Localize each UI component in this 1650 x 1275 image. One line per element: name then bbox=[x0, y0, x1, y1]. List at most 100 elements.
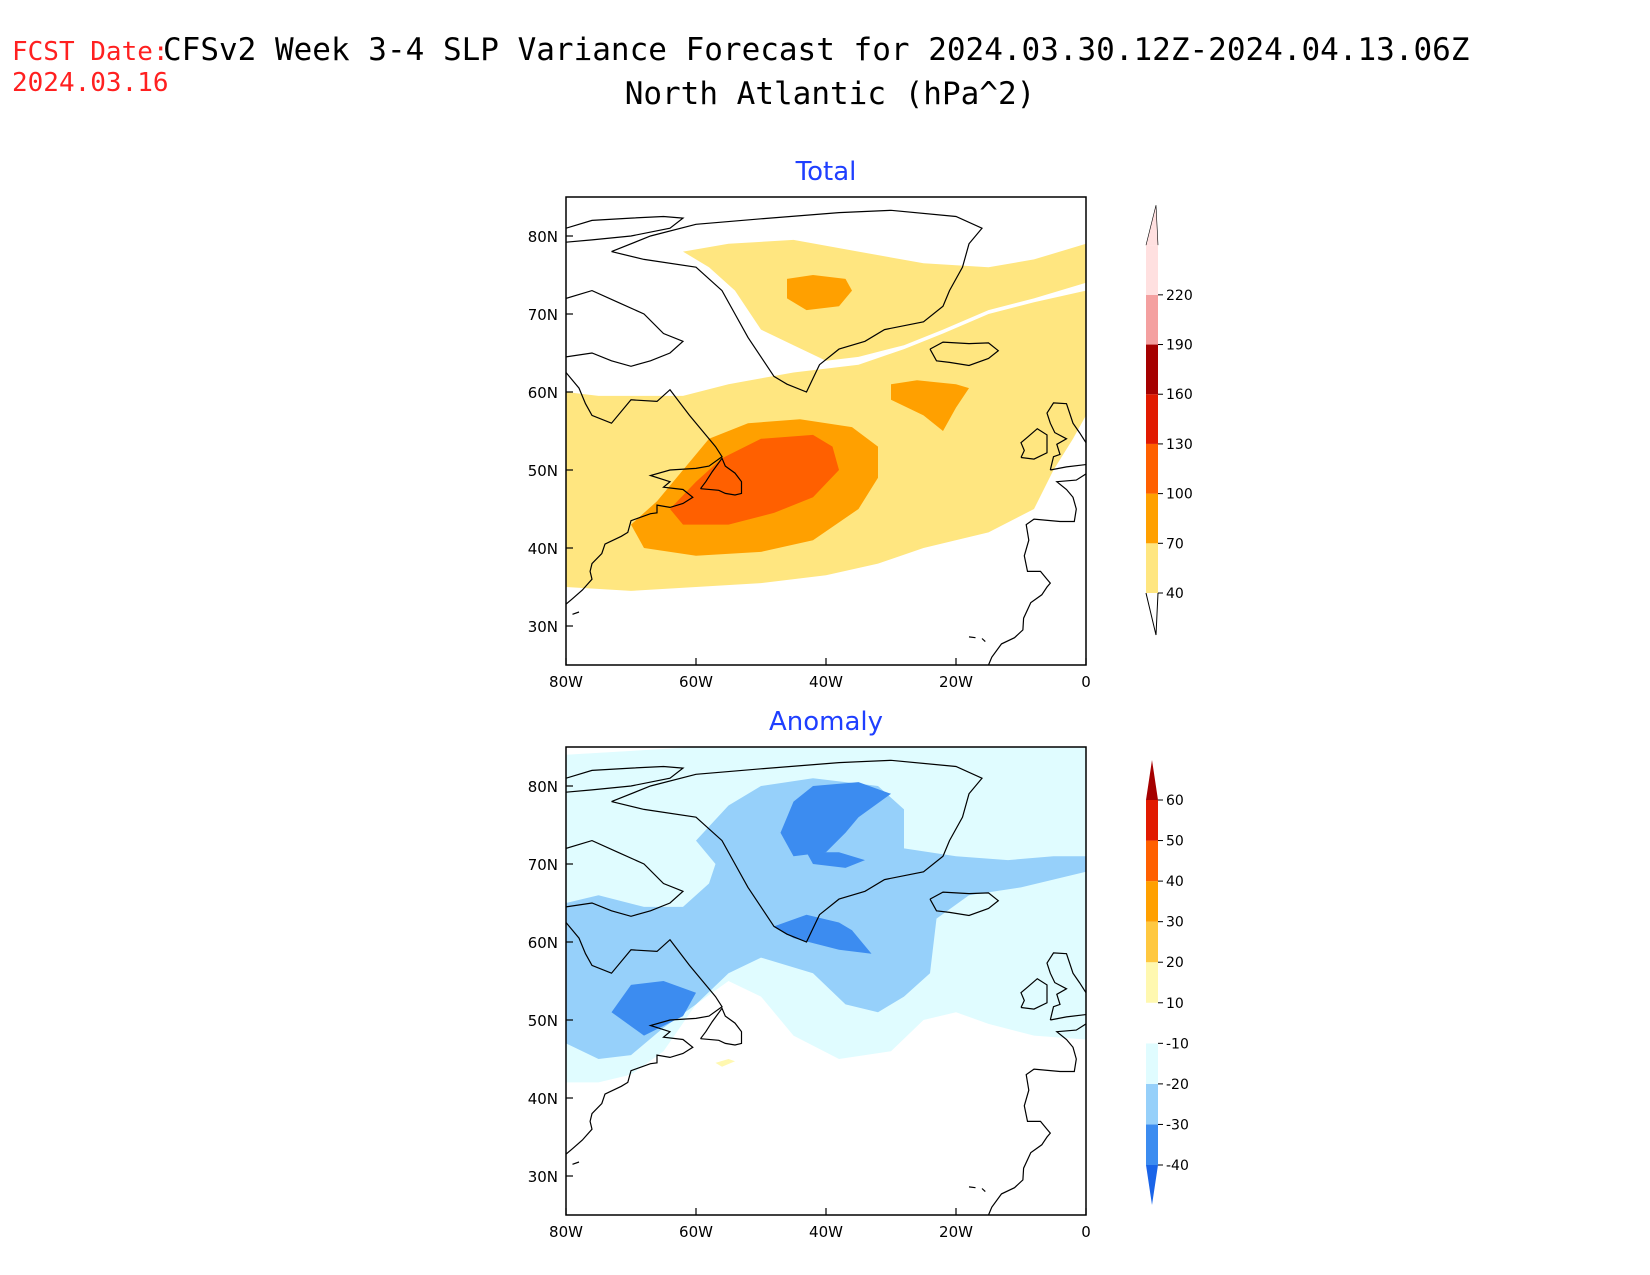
total-contour-3 bbox=[787, 275, 852, 311]
anomaly-coastline-7 bbox=[1046, 952, 1086, 1021]
total-coastline-3 bbox=[566, 372, 723, 605]
forecast-date-value: 2024.03.16 bbox=[12, 68, 169, 98]
total-coastline-0 bbox=[611, 209, 983, 393]
total-lon-tick-label: 0 bbox=[1081, 673, 1091, 691]
total-coastline-10 bbox=[981, 638, 986, 643]
total-lon-tick-label: 40W bbox=[809, 673, 843, 691]
total-colorbar-label: 70 bbox=[1166, 536, 1184, 552]
total-colorbar-box bbox=[1146, 245, 1158, 295]
anomaly-contour-3 bbox=[780, 782, 891, 857]
total-colorbar: 40 70 100 130 160 190 220 bbox=[1145, 205, 1193, 636]
anomaly-lat-tick-label: 70N bbox=[528, 856, 558, 874]
anomaly-coastline-3 bbox=[566, 922, 723, 1155]
anomaly-contour-4 bbox=[806, 852, 865, 868]
total-colorbar-label: 40 bbox=[1166, 586, 1184, 602]
anomaly-colorbar-box bbox=[1146, 921, 1158, 963]
total-map bbox=[566, 197, 1086, 665]
total-contour-4 bbox=[891, 380, 969, 431]
anomaly-colorbar-label: -20 bbox=[1166, 1077, 1189, 1093]
total-colorbar-box bbox=[1146, 394, 1158, 444]
anomaly-colorbar-label: -40 bbox=[1166, 1158, 1189, 1174]
total-coastline-2 bbox=[566, 289, 685, 367]
anomaly-colorbar-label: -10 bbox=[1166, 1036, 1189, 1052]
anomaly-coastline-1 bbox=[566, 765, 685, 793]
total-lat-tick-label: 50N bbox=[528, 462, 558, 480]
anomaly-colorbar-label: 10 bbox=[1166, 996, 1184, 1012]
total-coastline-9 bbox=[968, 636, 976, 639]
anomaly-colorbar-box bbox=[1146, 1124, 1158, 1165]
total-coastline-8 bbox=[987, 473, 1086, 665]
figure-title: CFSv2 Week 3-4 SLP Variance Forecast for… bbox=[163, 32, 1469, 68]
anomaly-lon-tick-label: 0 bbox=[1081, 1223, 1091, 1241]
figure-subtitle: North Atlantic (hPa^2) bbox=[625, 76, 1036, 112]
total-panel-title: Total bbox=[795, 157, 857, 187]
total-lat-tick-label: 70N bbox=[528, 306, 558, 324]
total-coastline-6 bbox=[1020, 427, 1048, 460]
total-lon-tick-label: 80W bbox=[549, 673, 583, 691]
anomaly-colorbar: -40 -30 -20 -10 10 20 30 40 50 60 bbox=[1146, 760, 1189, 1205]
anomaly-colorbar-box bbox=[1146, 840, 1158, 882]
anomaly-lat-tick-label: 40N bbox=[528, 1090, 558, 1108]
anomaly-coastline-5 bbox=[929, 891, 1000, 917]
total-lat-tick-label: 40N bbox=[528, 540, 558, 558]
anomaly-colorbar-box bbox=[1146, 1043, 1158, 1084]
anomaly-coastline-11 bbox=[572, 1161, 580, 1165]
total-coastline-4 bbox=[700, 457, 743, 496]
total-colorbar-box bbox=[1146, 294, 1158, 345]
total-colorbar-label: 160 bbox=[1166, 387, 1193, 403]
total-colorbar-box bbox=[1146, 543, 1158, 593]
total-colorbar-lower-arrow bbox=[1145, 592, 1159, 636]
total-colorbar-label: 190 bbox=[1166, 338, 1193, 354]
total-panel: Total 80W 60W 40W 20W 0 80N 70N 60N 50N 40N 30N 40 70… bbox=[528, 157, 1193, 691]
total-contour-5 bbox=[670, 434, 839, 525]
anomaly-lon-tick-label: 80W bbox=[549, 1223, 583, 1241]
anomaly-colorbar-box bbox=[1146, 962, 1158, 1003]
anomaly-panel: Anomaly 80W 60W 40W 20W 0 80N 70N 60N 50N 40N 30N -4… bbox=[528, 707, 1189, 1241]
anomaly-lon-tick-label: 40W bbox=[809, 1223, 843, 1241]
total-colorbar-box bbox=[1146, 493, 1158, 544]
anomaly-contour-1 bbox=[566, 778, 1086, 1059]
total-colorbar-box bbox=[1146, 443, 1158, 494]
anomaly-coastline-9 bbox=[968, 1186, 976, 1189]
total-coastline-5 bbox=[929, 341, 1000, 367]
anomaly-coastline-2 bbox=[566, 839, 685, 917]
total-colorbar-label: 100 bbox=[1166, 487, 1193, 503]
total-colorbar-label: 130 bbox=[1166, 437, 1193, 453]
anomaly-coastline-10 bbox=[981, 1188, 986, 1193]
anomaly-lon-tick-label: 20W bbox=[939, 1223, 973, 1241]
anomaly-colorbar-label: -30 bbox=[1166, 1117, 1189, 1133]
anomaly-contour-5 bbox=[774, 914, 872, 954]
anomaly-lon-tick-label: 60W bbox=[679, 1223, 713, 1241]
anomaly-map bbox=[566, 747, 1086, 1215]
total-coastline-1 bbox=[566, 215, 685, 243]
anomaly-colorbar-box bbox=[1146, 881, 1158, 922]
anomaly-colorbar-box bbox=[1146, 800, 1158, 841]
total-coastline-7 bbox=[1046, 402, 1086, 471]
total-colorbar-label: 220 bbox=[1166, 288, 1193, 304]
anomaly-colorbar-lower-arrow bbox=[1146, 1165, 1158, 1205]
total-coastline-11 bbox=[572, 611, 580, 615]
anomaly-panel-title: Anomaly bbox=[769, 707, 883, 737]
total-lat-tick-label: 30N bbox=[528, 618, 558, 636]
forecast-date-label: FCST Date: bbox=[12, 37, 169, 67]
anomaly-lat-tick-label: 60N bbox=[528, 934, 558, 952]
anomaly-colorbar-label: 40 bbox=[1166, 874, 1184, 890]
total-lon-tick-label: 20W bbox=[939, 673, 973, 691]
anomaly-colorbar-label: 30 bbox=[1166, 915, 1184, 931]
anomaly-coastline-6 bbox=[1020, 977, 1048, 1010]
anomaly-coastline-8 bbox=[987, 1023, 1086, 1215]
total-colorbar-box bbox=[1146, 344, 1158, 395]
total-lon-tick-label: 60W bbox=[679, 673, 713, 691]
total-colorbar-upper-arrow bbox=[1145, 205, 1159, 246]
total-contour-1 bbox=[683, 239, 1086, 361]
anomaly-lat-tick-label: 80N bbox=[528, 778, 558, 796]
anomaly-contour-6 bbox=[715, 1059, 735, 1067]
anomaly-lat-tick-label: 30N bbox=[528, 1168, 558, 1186]
anomaly-coastline-4 bbox=[700, 1007, 743, 1046]
anomaly-colorbar-box bbox=[1146, 1083, 1158, 1125]
total-lat-tick-label: 60N bbox=[528, 384, 558, 402]
anomaly-colorbar-box bbox=[1146, 1002, 1158, 1044]
anomaly-lat-tick-label: 50N bbox=[528, 1012, 558, 1030]
total-lat-tick-label: 80N bbox=[528, 228, 558, 246]
